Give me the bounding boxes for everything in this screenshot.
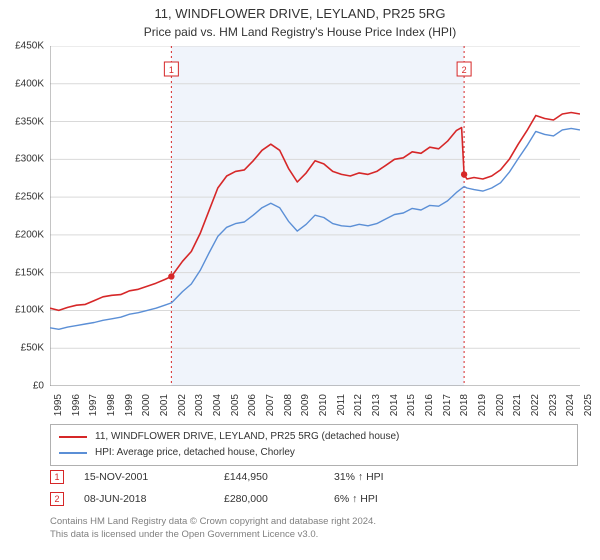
y-tick-label: £400K [15,78,44,89]
legend-label: HPI: Average price, detached house, Chor… [95,445,295,461]
x-tick-label: 2023 [548,394,559,416]
x-tick-label: 1996 [71,394,82,416]
x-tick-label: 2007 [265,394,276,416]
x-tick-label: 2010 [318,394,329,416]
x-tick-label: 1997 [88,394,99,416]
events-table: 1 15-NOV-2001£144,95031% ↑ HPI 2 08-JUN-201… [50,466,580,510]
y-tick-label: £0 [33,381,44,392]
x-tick-label: 2001 [159,394,170,416]
chart-svg: 12 [50,46,580,386]
x-tick-label: 1998 [106,394,117,416]
x-tick-label: 2012 [353,394,364,416]
legend-label: 11, WINDFLOWER DRIVE, LEYLAND, PR25 5RG … [95,429,399,445]
x-tick-label: 1995 [53,394,64,416]
y-tick-label: £300K [15,154,44,165]
event-price: £280,000 [224,493,334,505]
event-delta: 31% ↑ HPI [334,471,454,483]
x-tick-label: 2004 [212,394,223,416]
x-tick-label: 2024 [565,394,576,416]
x-tick-label: 2013 [371,394,382,416]
chart-title: 11, WINDFLOWER DRIVE, LEYLAND, PR25 5RG [0,0,600,23]
chart-plot-area: 12 [50,46,580,386]
x-tick-label: 2018 [459,394,470,416]
event-date: 08-JUN-2018 [84,493,224,505]
svg-text:2: 2 [462,65,467,75]
legend-swatch [59,452,87,454]
y-tick-label: £150K [15,267,44,278]
x-tick-label: 1999 [124,394,135,416]
event-date: 15-NOV-2001 [84,471,224,483]
x-tick-label: 2022 [530,394,541,416]
event-marker: 1 [50,470,64,484]
x-tick-label: 2016 [424,394,435,416]
footer-line1: Contains HM Land Registry data © Crown c… [50,516,580,529]
svg-text:1: 1 [169,65,174,75]
x-tick-label: 2009 [300,394,311,416]
event-marker: 2 [50,492,64,506]
x-tick-label: 2002 [177,394,188,416]
x-axis-labels: 1995 1996 1997 1998 1999 2000 2001 2002 2003 2004… [50,388,580,428]
x-tick-label: 2003 [194,394,205,416]
x-tick-label: 2006 [247,394,258,416]
y-axis-labels: £0£50K£100K£150K£200K£250K£300K£350K£400… [0,46,48,386]
event-delta: 6% ↑ HPI [334,493,454,505]
x-tick-label: 2017 [442,394,453,416]
event-price: £144,950 [224,471,334,483]
x-tick-label: 2005 [230,394,241,416]
x-tick-label: 2015 [406,394,417,416]
x-tick-label: 2000 [141,394,152,416]
x-tick-label: 2014 [389,394,400,416]
legend: 11, WINDFLOWER DRIVE, LEYLAND, PR25 5RG … [50,424,578,466]
footer: Contains HM Land Registry data © Crown c… [50,516,580,542]
footer-line2: This data is licensed under the Open Gov… [50,529,580,542]
x-tick-label: 2025 [583,394,594,416]
y-tick-label: £200K [15,229,44,240]
y-tick-label: £350K [15,116,44,127]
y-tick-label: £250K [15,192,44,203]
chart-container: 11, WINDFLOWER DRIVE, LEYLAND, PR25 5RG … [0,0,600,560]
y-tick-label: £50K [21,343,44,354]
legend-swatch [59,436,87,438]
x-tick-label: 2008 [283,394,294,416]
legend-item: HPI: Average price, detached house, Chor… [59,445,569,461]
y-tick-label: £450K [15,41,44,52]
x-tick-label: 2021 [512,394,523,416]
x-tick-label: 2020 [495,394,506,416]
y-tick-label: £100K [15,305,44,316]
chart-subtitle: Price paid vs. HM Land Registry's House … [0,23,600,39]
event-row: 1 15-NOV-2001£144,95031% ↑ HPI [50,466,580,488]
x-tick-label: 2019 [477,394,488,416]
event-row: 2 08-JUN-2018£280,0006% ↑ HPI [50,488,580,510]
x-tick-label: 2011 [336,394,347,416]
legend-item: 11, WINDFLOWER DRIVE, LEYLAND, PR25 5RG … [59,429,569,445]
